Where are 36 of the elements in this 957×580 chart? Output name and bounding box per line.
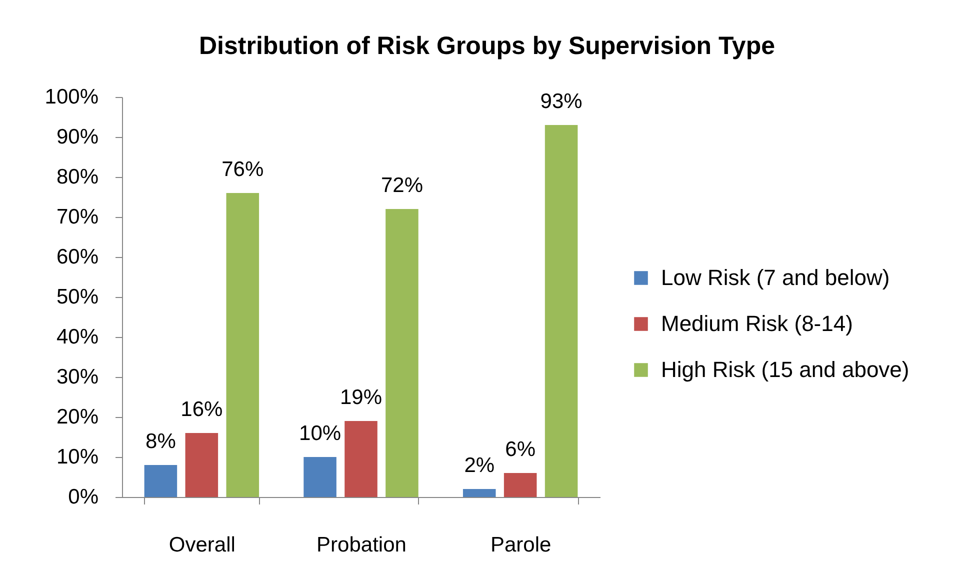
y-tick-label: 0%: [68, 486, 98, 508]
y-tick-label: 10%: [56, 446, 98, 468]
bar: [462, 489, 496, 497]
chart-title: Distribution of Risk Groups by Supervision Type: [199, 32, 776, 60]
data-label: 19%: [340, 386, 382, 409]
bar: [304, 457, 336, 497]
data-label: 2%: [464, 454, 495, 477]
y-tick-label: 20%: [56, 406, 98, 428]
legend-label: Medium Risk (8-14): [661, 311, 853, 336]
y-tick-label: 60%: [56, 246, 98, 268]
bar: [344, 421, 378, 497]
y-tick-label: 100%: [44, 86, 98, 108]
bar: [504, 473, 537, 497]
data-label: 8%: [146, 430, 176, 453]
y-tick-label: 30%: [56, 366, 98, 388]
bar: [386, 209, 418, 497]
legend-label: High Risk (15 and above): [661, 357, 910, 382]
y-tick-label: 50%: [56, 286, 98, 308]
y-tick-label: 90%: [56, 126, 98, 148]
bar: [144, 465, 178, 497]
x-tick-label: Parole: [490, 534, 552, 556]
data-label: 72%: [380, 174, 423, 197]
bar: [185, 433, 218, 497]
data-label: 16%: [180, 398, 223, 421]
x-tick-label: Overall: [168, 534, 236, 556]
data-label: 93%: [540, 90, 582, 113]
data-label: 10%: [299, 422, 342, 445]
y-tick-label: 80%: [56, 166, 98, 188]
bar: [226, 193, 260, 497]
y-tick-label: 70%: [56, 206, 98, 228]
y-tick-label: 40%: [56, 326, 98, 348]
data-label: 76%: [222, 158, 264, 181]
legend-label: Low Risk (7 and below): [661, 265, 890, 290]
bar: [544, 125, 578, 497]
x-tick-label: Probation: [316, 534, 406, 556]
data-label: 6%: [505, 438, 536, 461]
